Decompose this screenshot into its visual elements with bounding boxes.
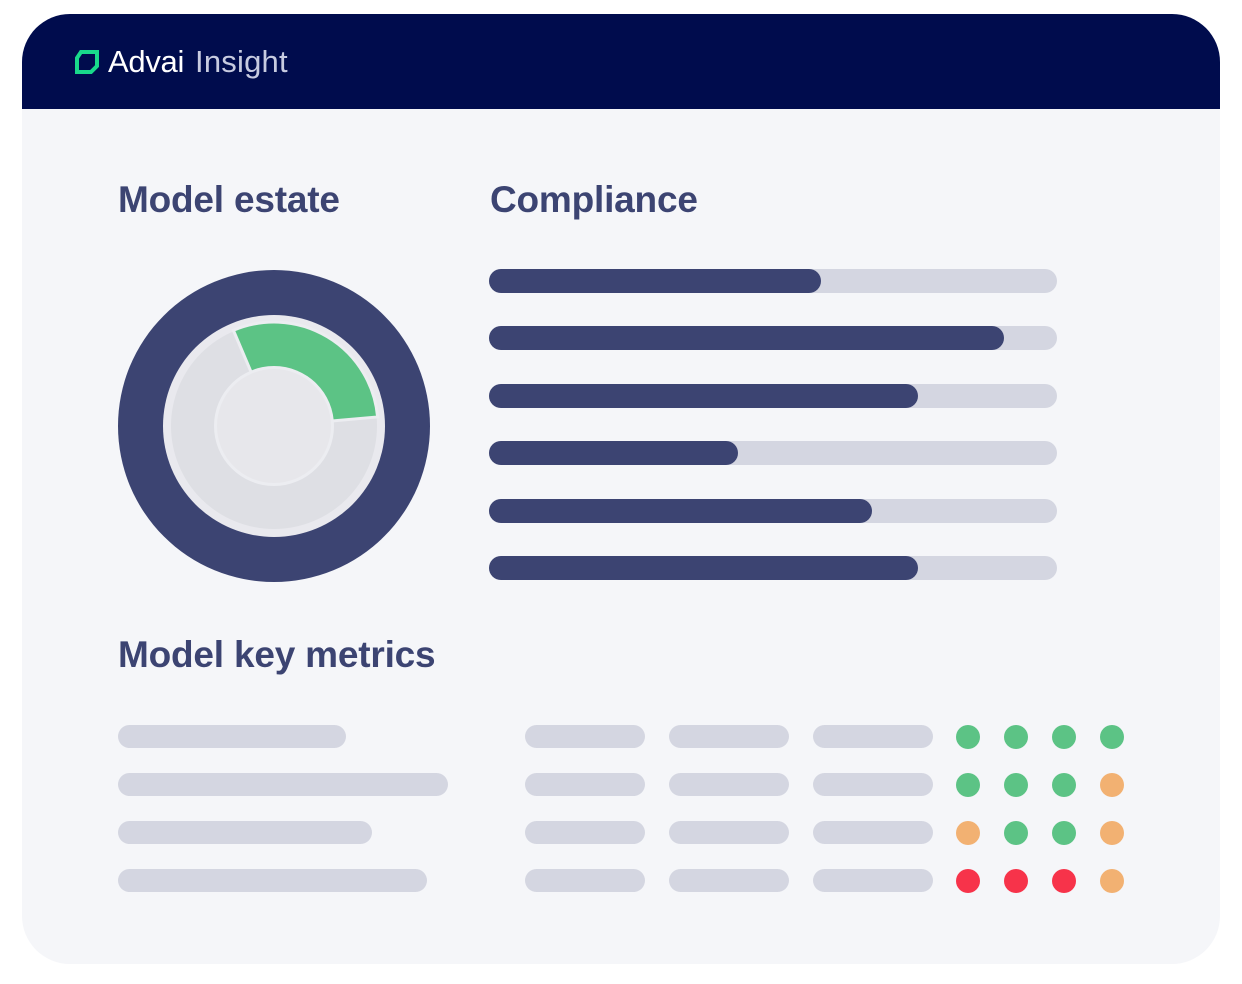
compliance-bar-fill [489, 556, 918, 580]
metric-row-label-placeholder [118, 821, 372, 844]
compliance-bar-fill [489, 498, 872, 523]
brand-name: Advai [108, 44, 185, 79]
metric-value-placeholder [525, 821, 645, 844]
metric-value-placeholder [669, 869, 789, 892]
metric-value-placeholder [669, 821, 789, 844]
status-dot-red [1004, 868, 1028, 893]
square-bracket-logo-icon [75, 50, 99, 74]
dashboard-card: Advai Insight Model estate Compliance Mo… [22, 14, 1220, 964]
status-dot-orange [1100, 772, 1124, 797]
compliance-bar-fill [489, 441, 738, 466]
status-dot-green [1004, 772, 1028, 797]
metric-value-placeholder [813, 725, 933, 748]
metric-value-placeholder [525, 773, 645, 796]
status-dot-red [956, 868, 980, 893]
metric-value-placeholder [813, 869, 933, 892]
compliance-bar-fill [489, 326, 1004, 351]
metric-row-label-placeholder [118, 773, 448, 796]
compliance-bar-track [489, 326, 1057, 351]
status-dot-orange [956, 820, 980, 845]
compliance-title: Compliance [490, 179, 698, 220]
status-dot-green [1100, 724, 1124, 749]
status-dot-green [1004, 724, 1028, 749]
model-estate-donut-chart[interactable] [118, 270, 430, 582]
donut-hole [217, 369, 331, 483]
status-dot-orange [1100, 820, 1124, 845]
status-dot-green [956, 724, 980, 749]
metric-value-placeholder [813, 821, 933, 844]
compliance-bar-track [489, 441, 1057, 466]
status-dot-green [1052, 724, 1076, 749]
top-bar: Advai Insight [22, 14, 1220, 109]
compliance-bar-track [489, 383, 1057, 408]
brand[interactable]: Advai Insight [74, 43, 288, 81]
metric-value-placeholder [525, 725, 645, 748]
status-dot-red [1052, 868, 1076, 893]
compliance-bar-track [489, 498, 1057, 523]
compliance-bar-fill [489, 383, 918, 408]
status-dot-green [956, 772, 980, 797]
metric-row-label-placeholder [118, 725, 346, 748]
compliance-bar-track [489, 269, 1057, 293]
metric-value-placeholder [669, 725, 789, 748]
metric-value-placeholder [525, 869, 645, 892]
status-dot-orange [1100, 868, 1124, 893]
model-estate-title: Model estate [118, 179, 340, 220]
metric-row-label-placeholder [118, 869, 427, 892]
status-dot-green [1052, 772, 1076, 797]
compliance-bar-track [489, 556, 1057, 580]
model-key-metrics-title: Model key metrics [118, 634, 436, 675]
compliance-bar-fill [489, 269, 821, 293]
status-dot-green [1004, 820, 1028, 845]
metric-value-placeholder [813, 773, 933, 796]
brand-subtitle: Insight [195, 44, 288, 79]
metric-value-placeholder [669, 773, 789, 796]
status-dot-green [1052, 820, 1076, 845]
